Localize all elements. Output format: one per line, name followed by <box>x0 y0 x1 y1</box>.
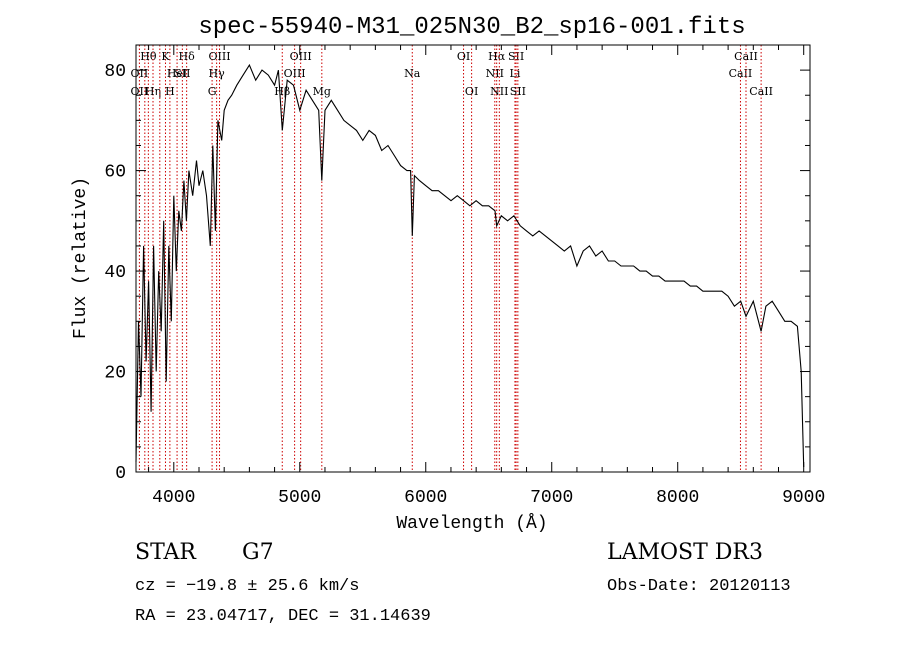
line-label: OII <box>131 85 149 98</box>
line-label: H <box>165 85 175 98</box>
x-tick-label: 5000 <box>278 488 321 508</box>
x-tick-label: 9000 <box>782 488 825 508</box>
x-tick-label: 6000 <box>404 488 447 508</box>
line-label: G <box>208 85 217 98</box>
line-label: CaII <box>729 67 753 80</box>
survey-name: LAMOST DR3 <box>607 540 763 565</box>
redshift-cz: cz = −19.8 ± 25.6 km/s <box>135 577 359 596</box>
line-label: CaII <box>749 85 773 98</box>
line-label: Hθ <box>140 50 157 63</box>
line-label: OI <box>465 85 478 98</box>
line-label: Hδ <box>179 50 196 63</box>
object-subclass: G7 <box>242 540 274 565</box>
line-label: OII <box>131 67 149 80</box>
ra-dec: RA = 23.04717, DEC = 31.14639 <box>135 607 431 626</box>
line-label: OIII <box>208 50 230 63</box>
y-tick-label: 0 <box>115 464 126 484</box>
line-label: NII <box>486 67 504 80</box>
line-label: OIII <box>284 67 306 80</box>
y-tick-label: 20 <box>104 364 126 384</box>
line-label: Mg <box>313 85 331 98</box>
line-label: Hβ <box>274 85 290 98</box>
y-tick-label: 40 <box>104 263 126 283</box>
y-tick-label: 80 <box>104 62 126 82</box>
line-label: SII <box>510 85 526 98</box>
x-axis: 4000 5000 6000 7000 8000 9000 <box>148 45 825 508</box>
line-label: Hγ <box>209 67 226 80</box>
y-tick-label: 60 <box>104 163 126 183</box>
line-label: Hα <box>488 50 506 63</box>
plot-frame <box>135 44 811 473</box>
line-label: K <box>161 50 170 63</box>
x-tick-label: 4000 <box>152 488 195 508</box>
x-tick-label: 7000 <box>530 488 573 508</box>
line-label: Li <box>510 67 521 80</box>
obs-date: Obs-Date: 20120113 <box>607 577 791 596</box>
y-axis: 0 20 40 60 80 <box>104 62 810 484</box>
chart-title: spec-55940-M31_025N30_B2_sp16-001.fits <box>198 14 745 41</box>
line-label: CaII <box>734 50 758 63</box>
line-label: SII <box>508 50 524 63</box>
line-label: OIII <box>290 50 312 63</box>
line-label: OI <box>457 50 470 63</box>
line-label: Hη <box>145 85 161 98</box>
line-label: Na <box>404 67 421 80</box>
line-label: SII <box>174 67 190 80</box>
object-class: STAR <box>135 540 197 565</box>
line-label: NII <box>490 85 508 98</box>
x-tick-label: 8000 <box>656 488 699 508</box>
line-marker-group: OIIOIIHθHηKHHeISIIHδGHγOIIIHβOIIIOIIIMgN… <box>131 45 773 472</box>
spectrum-line <box>135 63 805 468</box>
y-axis-label: Flux (relative) <box>71 177 91 339</box>
x-axis-label: Wavelength (Å) <box>396 513 547 534</box>
